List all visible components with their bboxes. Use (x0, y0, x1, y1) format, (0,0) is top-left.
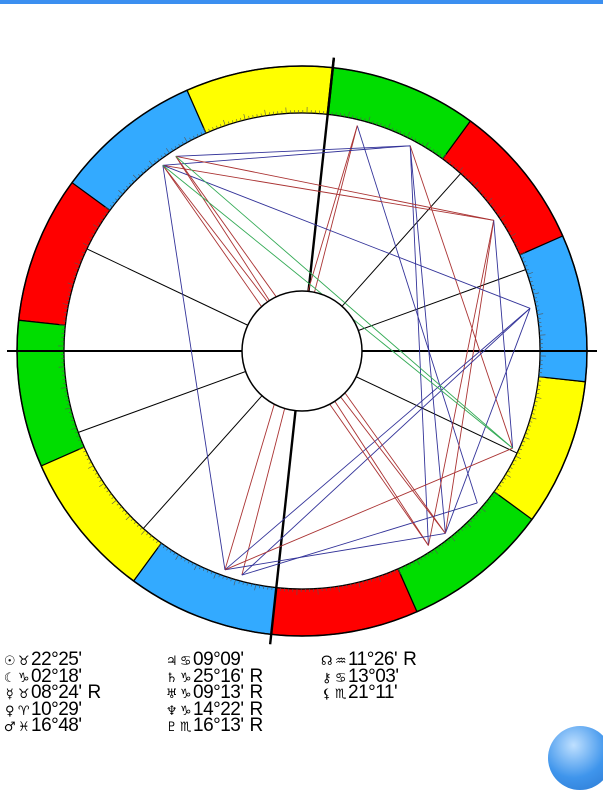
retrograde-flag: R (403, 649, 416, 670)
sign-glyph-icon: ♏ (333, 687, 348, 704)
legend-column-3: ☊♒11°26'R⚷♋13°03'⚸♏21°11' (320, 652, 416, 702)
legend-row: ⚸♏21°11' (320, 685, 416, 702)
planet-glyph-icon: ⚸ (320, 687, 333, 704)
legend-row: ♂♓16°48' (3, 718, 101, 735)
floating-action-button[interactable] (548, 726, 603, 790)
planet-glyph-icon: ♇ (165, 720, 178, 737)
degree-value: 16°13' (193, 715, 244, 736)
legend-column-2: ♃♋09°09'♄♑25°16'R♅♑09°13'R♆♑14°22'R♇♏16°… (165, 652, 263, 735)
retrograde-flag: R (88, 682, 101, 703)
degree-value: 16°48' (31, 715, 82, 736)
legend-column-1: ☉♉22°25'☾♑02°18'☿♉08°24'R♀♈10°29'♂♓16°48… (3, 652, 101, 735)
planet-glyph-icon: ♂ (3, 720, 16, 737)
degree-value: 21°11' (348, 682, 397, 703)
center-circle (242, 291, 362, 411)
natal-chart-wheel (0, 0, 603, 750)
sign-glyph-icon: ♓ (16, 720, 31, 737)
sign-glyph-icon: ♏ (178, 720, 193, 737)
retrograde-flag: R (250, 715, 263, 736)
legend-row: ♇♏16°13' R (165, 718, 263, 735)
